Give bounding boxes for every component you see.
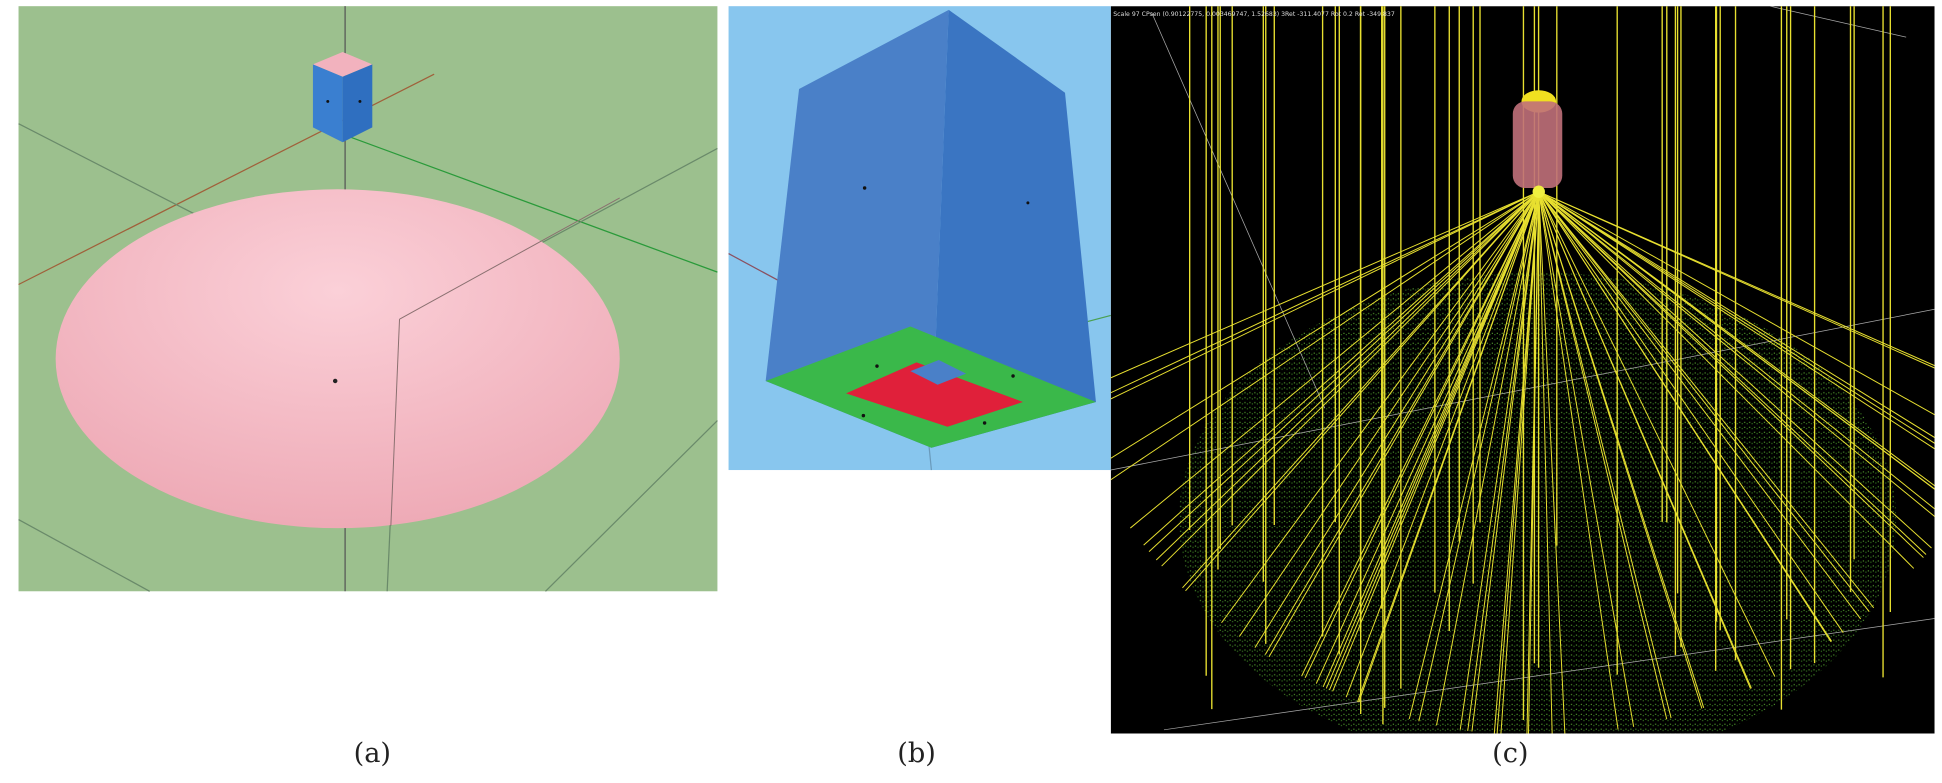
ray [1148, 191, 1540, 552]
ray [1538, 191, 1553, 734]
ray [1110, 191, 1540, 459]
ray [1332, 191, 1540, 692]
ray [1538, 191, 1935, 439]
ray [1538, 191, 1935, 518]
ray [1408, 191, 1540, 719]
ray [1538, 191, 1619, 730]
ray [1110, 191, 1539, 400]
panel-a [18, 6, 718, 592]
ray [1538, 191, 1927, 555]
ray [1322, 191, 1540, 688]
ray [1538, 191, 1935, 490]
ray [1161, 191, 1540, 567]
ray [1304, 191, 1540, 679]
ray [1325, 191, 1540, 689]
ray [1538, 191, 1875, 609]
ray [1538, 191, 1870, 613]
ray [1538, 191, 1703, 709]
caption-b: (b) [897, 738, 936, 769]
ray [1110, 191, 1539, 394]
ray [1538, 191, 1668, 720]
ray [1436, 191, 1540, 726]
ray [1268, 191, 1540, 658]
ray [1526, 191, 1540, 734]
ray [1315, 191, 1540, 684]
ray [1418, 191, 1540, 722]
ray [1129, 191, 1540, 529]
ray [1459, 191, 1540, 730]
ray [1538, 191, 1935, 510]
ray [1538, 191, 1935, 444]
ray [1345, 191, 1540, 698]
ray [1500, 191, 1540, 734]
ray [1538, 191, 1915, 569]
ray [1538, 191, 1672, 719]
ray [1538, 191, 1935, 416]
ray [1155, 191, 1540, 561]
caption-c: (c) [1492, 738, 1528, 769]
ray [1538, 191, 1932, 549]
ray [1143, 191, 1540, 546]
ray [1538, 191, 1935, 450]
ray [1538, 191, 1844, 633]
ray [1538, 191, 1862, 620]
ray [1110, 191, 1540, 481]
ray [1467, 191, 1540, 731]
ray [1264, 191, 1540, 655]
ray [1538, 191, 1751, 689]
ray [1329, 191, 1540, 691]
ray [1496, 191, 1540, 734]
ray [1182, 191, 1540, 589]
ray [1538, 191, 1635, 727]
ray [1301, 191, 1540, 677]
ray [1185, 191, 1540, 592]
ray [1357, 191, 1540, 702]
caption-a: (a) [354, 738, 391, 769]
ray [1538, 191, 1935, 369]
ray [1538, 191, 1924, 558]
ray [1221, 191, 1540, 624]
panel-c-header: Scale 97 CPsen (0.90122775, 0.003469747,… [1113, 11, 1395, 18]
ray [1254, 191, 1540, 648]
ray [1238, 191, 1540, 637]
panel-b [728, 6, 1111, 471]
ray [1538, 191, 1566, 734]
panel-c: Scale 97 CPsen (0.90122775, 0.003469747,… [1110, 6, 1935, 734]
ray [1471, 191, 1540, 732]
ray [1110, 191, 1539, 379]
ray [1538, 191, 1776, 677]
ray [1538, 191, 1833, 642]
